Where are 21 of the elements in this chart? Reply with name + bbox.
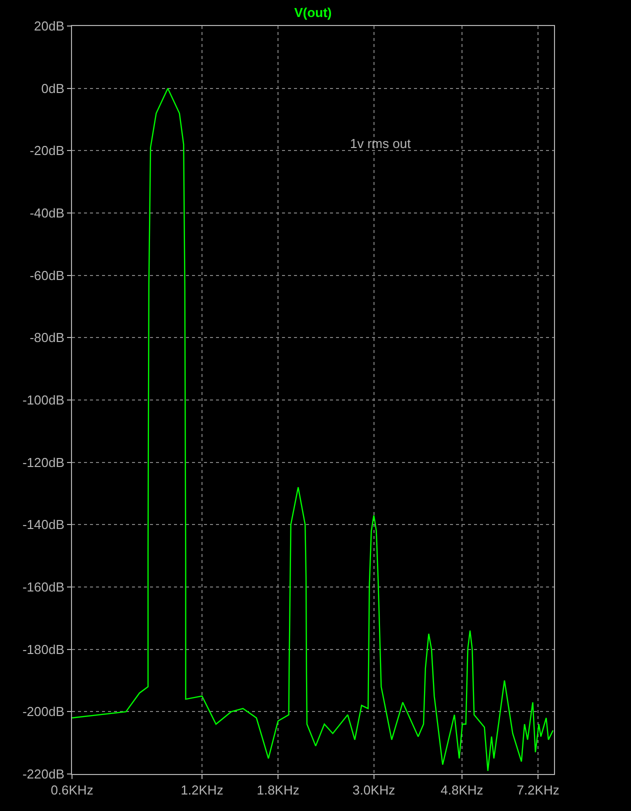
y-tick-label: -60dB (30, 268, 64, 283)
y-tick-label: -160dB (22, 580, 64, 595)
y-tick-label: -20dB (30, 143, 64, 158)
y-tick-label: -80dB (30, 330, 64, 346)
x-tick-label: 3.0KHz (352, 782, 396, 798)
y-tick-label: -120dB (22, 454, 64, 470)
y-tick-label: 0dB (41, 80, 64, 96)
y-tick-label: -100dB (22, 392, 64, 408)
chart-title: V(out) (294, 5, 332, 20)
y-tick-label: 20dB (34, 18, 64, 34)
x-tick-label: 1.8KHz (256, 782, 300, 798)
y-tick-label: -40dB (30, 206, 64, 221)
x-tick-label: 0.6KHz (50, 782, 94, 798)
annotation: 1v rms out (350, 136, 412, 151)
y-tick-label: -220dB (22, 766, 64, 782)
y-tick-label: -140dB (22, 517, 64, 532)
y-tick-label: -200dB (22, 704, 64, 720)
x-tick-label: 7.2KHz (516, 782, 560, 798)
x-tick-label: 4.8KHz (440, 782, 484, 798)
x-tick-label: 1.2KHz (180, 782, 224, 798)
y-tick-label: -180dB (22, 642, 64, 657)
